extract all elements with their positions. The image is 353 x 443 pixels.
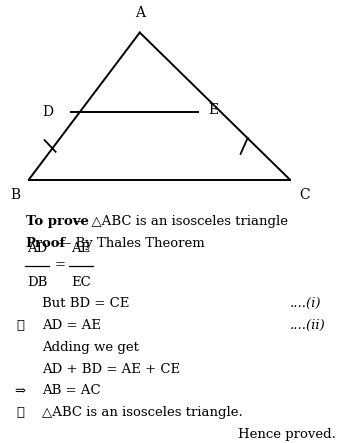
Text: E: E	[208, 103, 219, 117]
Text: — By Thales Theorem: — By Thales Theorem	[58, 237, 204, 250]
Text: AE: AE	[71, 242, 91, 255]
Text: AB = AC: AB = AC	[42, 385, 101, 397]
Text: ....(ii): ....(ii)	[290, 319, 325, 332]
Text: ∴: ∴	[17, 319, 24, 332]
Text: D: D	[42, 105, 53, 119]
Text: Adding we get: Adding we get	[42, 341, 139, 354]
Text: AD + BD = AE + CE: AD + BD = AE + CE	[42, 363, 180, 376]
Text: AD: AD	[27, 242, 47, 255]
Text: C: C	[300, 188, 310, 202]
Text: To prove: To prove	[26, 215, 89, 228]
Text: =: =	[54, 258, 65, 271]
Text: ∴: ∴	[17, 406, 24, 420]
Text: Proof: Proof	[26, 237, 66, 250]
Text: Hence proved.: Hence proved.	[238, 428, 335, 441]
Text: ....(i): ....(i)	[290, 297, 321, 310]
Text: But BD = CE: But BD = CE	[42, 297, 129, 310]
Text: B: B	[11, 188, 21, 202]
Text: A: A	[135, 6, 145, 20]
Text: AD = AE: AD = AE	[42, 319, 101, 332]
Text: DB: DB	[27, 276, 47, 289]
Text: ⇒: ⇒	[14, 385, 25, 397]
Text: — △ABC is an isosceles triangle: — △ABC is an isosceles triangle	[74, 215, 288, 228]
Text: △ABC is an isosceles triangle.: △ABC is an isosceles triangle.	[42, 406, 243, 420]
Text: EC: EC	[71, 276, 91, 289]
